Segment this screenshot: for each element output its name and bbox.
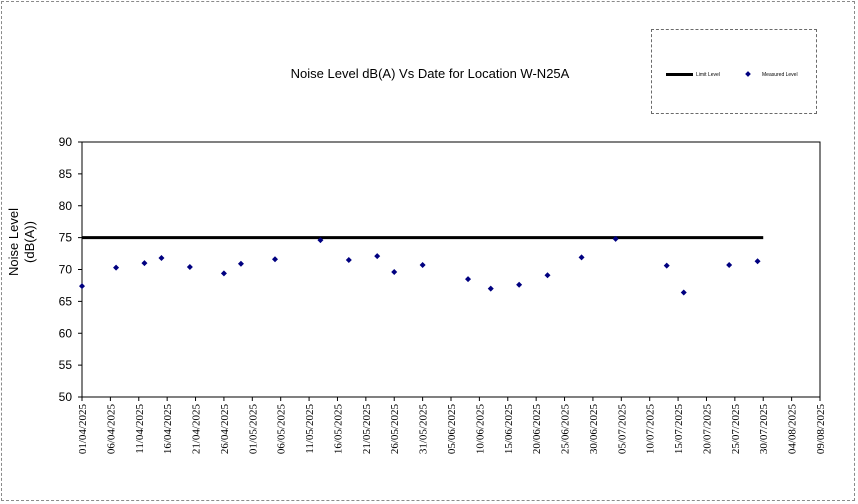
x-tick-label: 20/07/2025 (701, 404, 713, 455)
legend: Limit Level Measured Level (651, 29, 817, 114)
legend-measured-label: Measured Level (762, 72, 798, 78)
x-tick-label: 06/05/2025 (276, 404, 288, 455)
x-tick-label: 11/04/2025 (134, 404, 146, 454)
x-tick-label: 09/08/2025 (815, 404, 827, 455)
measured-level-point (612, 235, 619, 242)
y-tick-label: 90 (59, 135, 73, 149)
x-tick-label: 30/07/2025 (758, 404, 770, 455)
x-tick-label: 20/06/2025 (531, 404, 543, 455)
measured-level-point (487, 285, 494, 292)
x-tick-label: 15/06/2025 (503, 404, 515, 455)
measured-level-point (345, 256, 352, 263)
plot-border (81, 141, 821, 398)
x-tick-label: 16/05/2025 (332, 404, 344, 455)
y-tick-label: 50 (59, 390, 73, 404)
chart-title: Noise Level dB(A) Vs Date for Location W… (290, 66, 570, 81)
measured-level-point (158, 255, 165, 262)
x-tick-label: 21/05/2025 (361, 404, 373, 455)
y-tick-label: 55 (59, 358, 73, 372)
measured-level-point (465, 276, 472, 283)
x-tick-label: 16/04/2025 (162, 404, 174, 455)
x-tick-label: 30/06/2025 (588, 404, 600, 455)
y-axis-label: Noise Level (6, 208, 21, 276)
measured-level-point (79, 283, 85, 290)
measured-level-point (419, 262, 426, 269)
x-tick-label: 31/05/2025 (418, 404, 430, 455)
measured-level-point (516, 281, 523, 288)
y-tick-label: 80 (59, 199, 73, 213)
measured-level-point (220, 270, 227, 277)
measured-level-point (113, 264, 120, 271)
x-tick-label: 11/05/2025 (304, 404, 316, 454)
x-tick-label: 26/04/2025 (219, 404, 231, 455)
legend-limit-line-swatch (666, 73, 693, 76)
x-tick-label: 25/06/2025 (560, 404, 572, 455)
y-tick-label: 85 (59, 167, 73, 181)
x-tick-label: 10/06/2025 (474, 404, 486, 455)
y-tick-label: 65 (59, 294, 73, 308)
x-tick-label: 26/05/2025 (389, 404, 401, 455)
measured-level-point (374, 253, 381, 260)
x-tick-label: 05/06/2025 (446, 404, 458, 455)
measured-level-point (578, 254, 585, 261)
y-tick-label: 75 (59, 231, 73, 245)
y-axis-label: (dB(A)) (22, 221, 37, 263)
measured-level-point (237, 260, 244, 267)
measured-level-point (317, 237, 324, 244)
measured-level-point (754, 258, 761, 265)
measured-level-point (680, 289, 687, 296)
legend-limit-label: Limit Level (696, 72, 720, 78)
x-tick-label: 05/07/2025 (616, 404, 628, 455)
x-tick-label: 15/07/2025 (673, 404, 685, 455)
measured-level-point (726, 262, 733, 269)
measured-level-point (272, 256, 279, 263)
x-tick-label: 10/07/2025 (645, 404, 657, 455)
x-tick-label: 01/05/2025 (247, 404, 259, 455)
x-tick-label: 01/04/2025 (77, 404, 89, 455)
y-tick-label: 60 (59, 326, 73, 340)
measured-level-point (391, 269, 398, 276)
measured-level-point (141, 260, 148, 267)
x-tick-label: 04/08/2025 (787, 404, 799, 455)
measured-level-point (186, 263, 193, 270)
x-tick-label: 21/04/2025 (191, 404, 203, 455)
x-tick-label: 06/04/2025 (105, 404, 117, 455)
measured-level-point (663, 262, 670, 269)
measured-level-point (544, 272, 551, 279)
y-tick-label: 70 (59, 263, 73, 277)
x-tick-label: 25/07/2025 (730, 404, 742, 455)
